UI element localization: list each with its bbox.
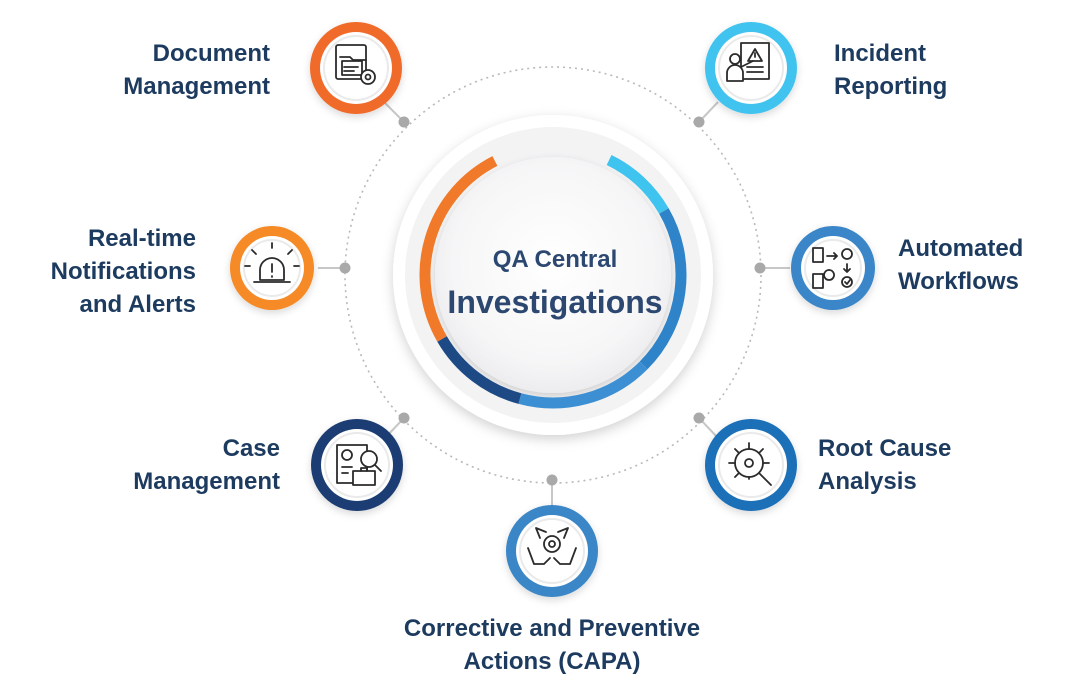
center-title-line1: QA Central (492, 246, 618, 273)
folder-gear-icon (335, 44, 376, 85)
connector-dots (339, 116, 766, 486)
network-magnifier-icon (728, 442, 772, 486)
label-capa: Corrective and Preventive Actions (CAPA) (403, 615, 701, 675)
report-search-icon (336, 444, 382, 486)
workflow-icon (812, 247, 853, 289)
presenter-warning-icon (726, 42, 770, 82)
node-automated-workflows (791, 226, 875, 310)
center-ring (419, 155, 687, 409)
label-real-time-notifications: Real-time Notifications and Alerts (50, 225, 196, 318)
alarm-bell-icon (244, 242, 300, 283)
label-incident-reporting: Incident Reporting (834, 40, 948, 100)
dotted-orbit (344, 66, 762, 484)
center-hub (393, 115, 713, 435)
label-document-management: Document Management (123, 40, 270, 100)
label-case-management: Case Management (133, 435, 280, 495)
label-root-cause-analysis: Root Cause Analysis (818, 435, 952, 495)
center-title-line2: Investigations (447, 284, 663, 320)
label-automated-workflows: Automated Workflows (898, 235, 1024, 295)
hands-gear-icon (527, 527, 577, 565)
